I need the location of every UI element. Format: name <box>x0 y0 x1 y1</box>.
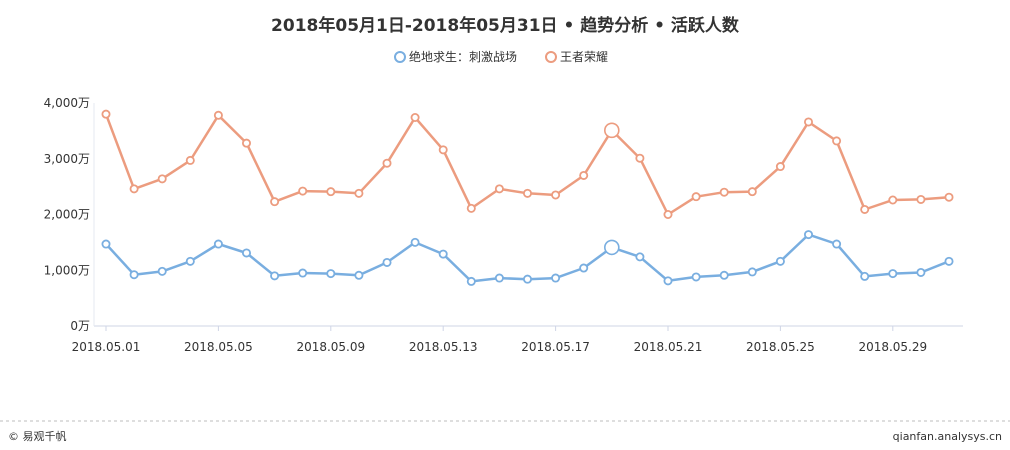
data-point <box>523 274 533 284</box>
legend-marker-1 <box>545 51 557 63</box>
data-point <box>101 239 111 249</box>
footer-copyright: © 易观千帆 <box>8 429 67 443</box>
data-point <box>298 186 308 196</box>
data-point <box>185 256 195 266</box>
data-point <box>603 122 620 139</box>
y-tick-label: 0万 <box>70 319 90 333</box>
data-point <box>804 117 814 127</box>
data-point <box>101 109 111 119</box>
data-point <box>719 270 729 280</box>
data-point <box>270 271 280 281</box>
data-point <box>663 209 673 219</box>
data-point <box>860 204 870 214</box>
x-tick-label: 2018.05.13 <box>409 340 478 354</box>
data-point <box>129 184 139 194</box>
y-tick-label: 2,000万 <box>44 208 90 222</box>
data-point <box>466 276 476 286</box>
data-point <box>326 269 336 279</box>
data-point <box>185 155 195 165</box>
series-line-0 <box>105 233 950 283</box>
data-point <box>747 267 757 277</box>
data-point <box>213 239 223 249</box>
data-point <box>832 136 842 146</box>
data-point <box>382 158 392 168</box>
data-point <box>888 195 898 205</box>
data-point <box>579 170 589 180</box>
chart-title: 2018年05月1日-2018年05月31日 • 趋势分析 • 活跃人数 <box>271 15 740 36</box>
series-0 <box>101 230 954 286</box>
x-tick-label: 2018.05.01 <box>72 340 141 354</box>
y-tick-label: 3,000万 <box>44 152 90 166</box>
data-point <box>775 162 785 172</box>
data-point <box>663 276 673 286</box>
data-point <box>916 194 926 204</box>
data-point <box>494 273 504 283</box>
data-point <box>691 192 701 202</box>
data-point <box>157 174 167 184</box>
data-point <box>410 112 420 122</box>
data-point <box>523 188 533 198</box>
data-point <box>944 192 954 202</box>
data-point <box>579 263 589 273</box>
data-point <box>832 239 842 249</box>
data-point <box>129 270 139 280</box>
x-tick-label: 2018.05.17 <box>521 340 590 354</box>
footer-site: qianfan.analysys.cn <box>893 430 1002 443</box>
series-line-1 <box>104 113 950 216</box>
data-point <box>551 190 561 200</box>
legend: 绝地求生：刺激战场 王者荣耀 <box>394 49 608 64</box>
data-point <box>382 257 392 267</box>
data-point <box>775 256 785 266</box>
data-point <box>410 237 420 247</box>
legend-marker-0 <box>394 51 406 63</box>
data-point <box>354 270 364 280</box>
x-tick-label: 2018.05.29 <box>858 340 927 354</box>
series-1 <box>101 109 954 219</box>
x-tick-label: 2018.05.09 <box>296 340 365 354</box>
data-point <box>603 239 620 256</box>
y-tick-label: 4,000万 <box>44 96 90 110</box>
series-layer <box>101 109 954 286</box>
data-point <box>804 230 814 240</box>
data-point <box>888 269 898 279</box>
legend-label-1: 王者荣耀 <box>560 50 608 64</box>
data-point <box>241 248 251 258</box>
x-tick-label: 2018.05.21 <box>634 340 703 354</box>
legend-label-0: 绝地求生：刺激战场 <box>409 49 517 64</box>
data-point <box>635 252 645 262</box>
data-point <box>860 271 870 281</box>
data-point <box>438 249 448 259</box>
y-tick-label: 1,000万 <box>44 263 90 277</box>
data-point <box>916 267 926 277</box>
data-point <box>241 138 251 148</box>
data-point <box>691 272 701 282</box>
data-point <box>635 153 645 163</box>
data-point <box>326 187 336 197</box>
x-tick-label: 2018.05.05 <box>184 340 253 354</box>
data-point <box>157 266 167 276</box>
data-point <box>719 187 729 197</box>
data-point <box>213 110 223 120</box>
data-point <box>298 268 308 278</box>
data-point <box>438 145 448 155</box>
data-point <box>747 187 757 197</box>
data-point <box>270 197 280 207</box>
data-point <box>354 188 364 198</box>
data-point <box>944 256 954 266</box>
data-point <box>466 203 476 213</box>
x-tick-label: 2018.05.25 <box>746 340 815 354</box>
data-point <box>494 184 504 194</box>
data-point <box>551 273 561 283</box>
axes: 0万 1,000万 2,000万 3,000万 4,000万 2018.05.01 2018… <box>44 96 963 354</box>
